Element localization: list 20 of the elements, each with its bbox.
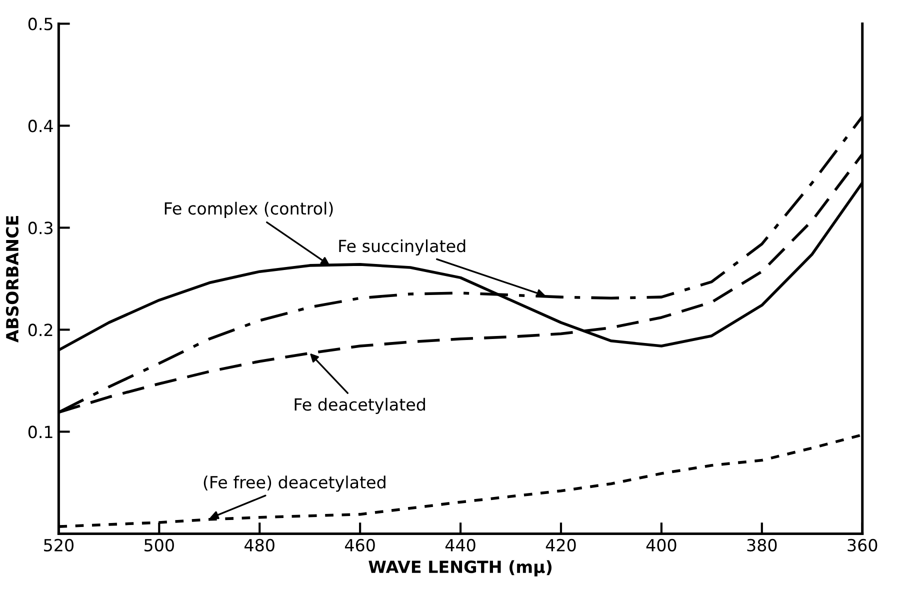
y-tick-label: 0.2: [28, 324, 52, 336]
annotation: Fe complex (control): [164, 202, 333, 218]
x-tick-label: 520: [44, 538, 74, 552]
y-tick-label: 0.4: [28, 120, 53, 132]
x-axis-title: WAVE LENGTH (mμ): [368, 560, 552, 576]
x-tick-label: 380: [747, 538, 777, 552]
annotation: Fe deacetylated: [294, 398, 425, 414]
y-tick-label: 0.3: [28, 222, 52, 234]
x-tick-label: 360: [848, 538, 878, 552]
x-tick-label: 500: [144, 538, 174, 552]
y-tick-label: 0.5: [28, 18, 52, 30]
annotation: Fe succinylated: [339, 239, 466, 256]
x-tick-label: 480: [244, 538, 274, 552]
x-tick-label: 420: [546, 538, 576, 552]
y-axis-title: ABSORBANCE: [6, 216, 19, 343]
x-tick-label: 400: [646, 538, 676, 552]
x-tick-label: 440: [445, 538, 476, 552]
y-tick-label: 0.1: [28, 426, 52, 438]
x-tick-label: 460: [344, 538, 375, 552]
annotation: (Fe free) deacetylated: [204, 476, 386, 492]
